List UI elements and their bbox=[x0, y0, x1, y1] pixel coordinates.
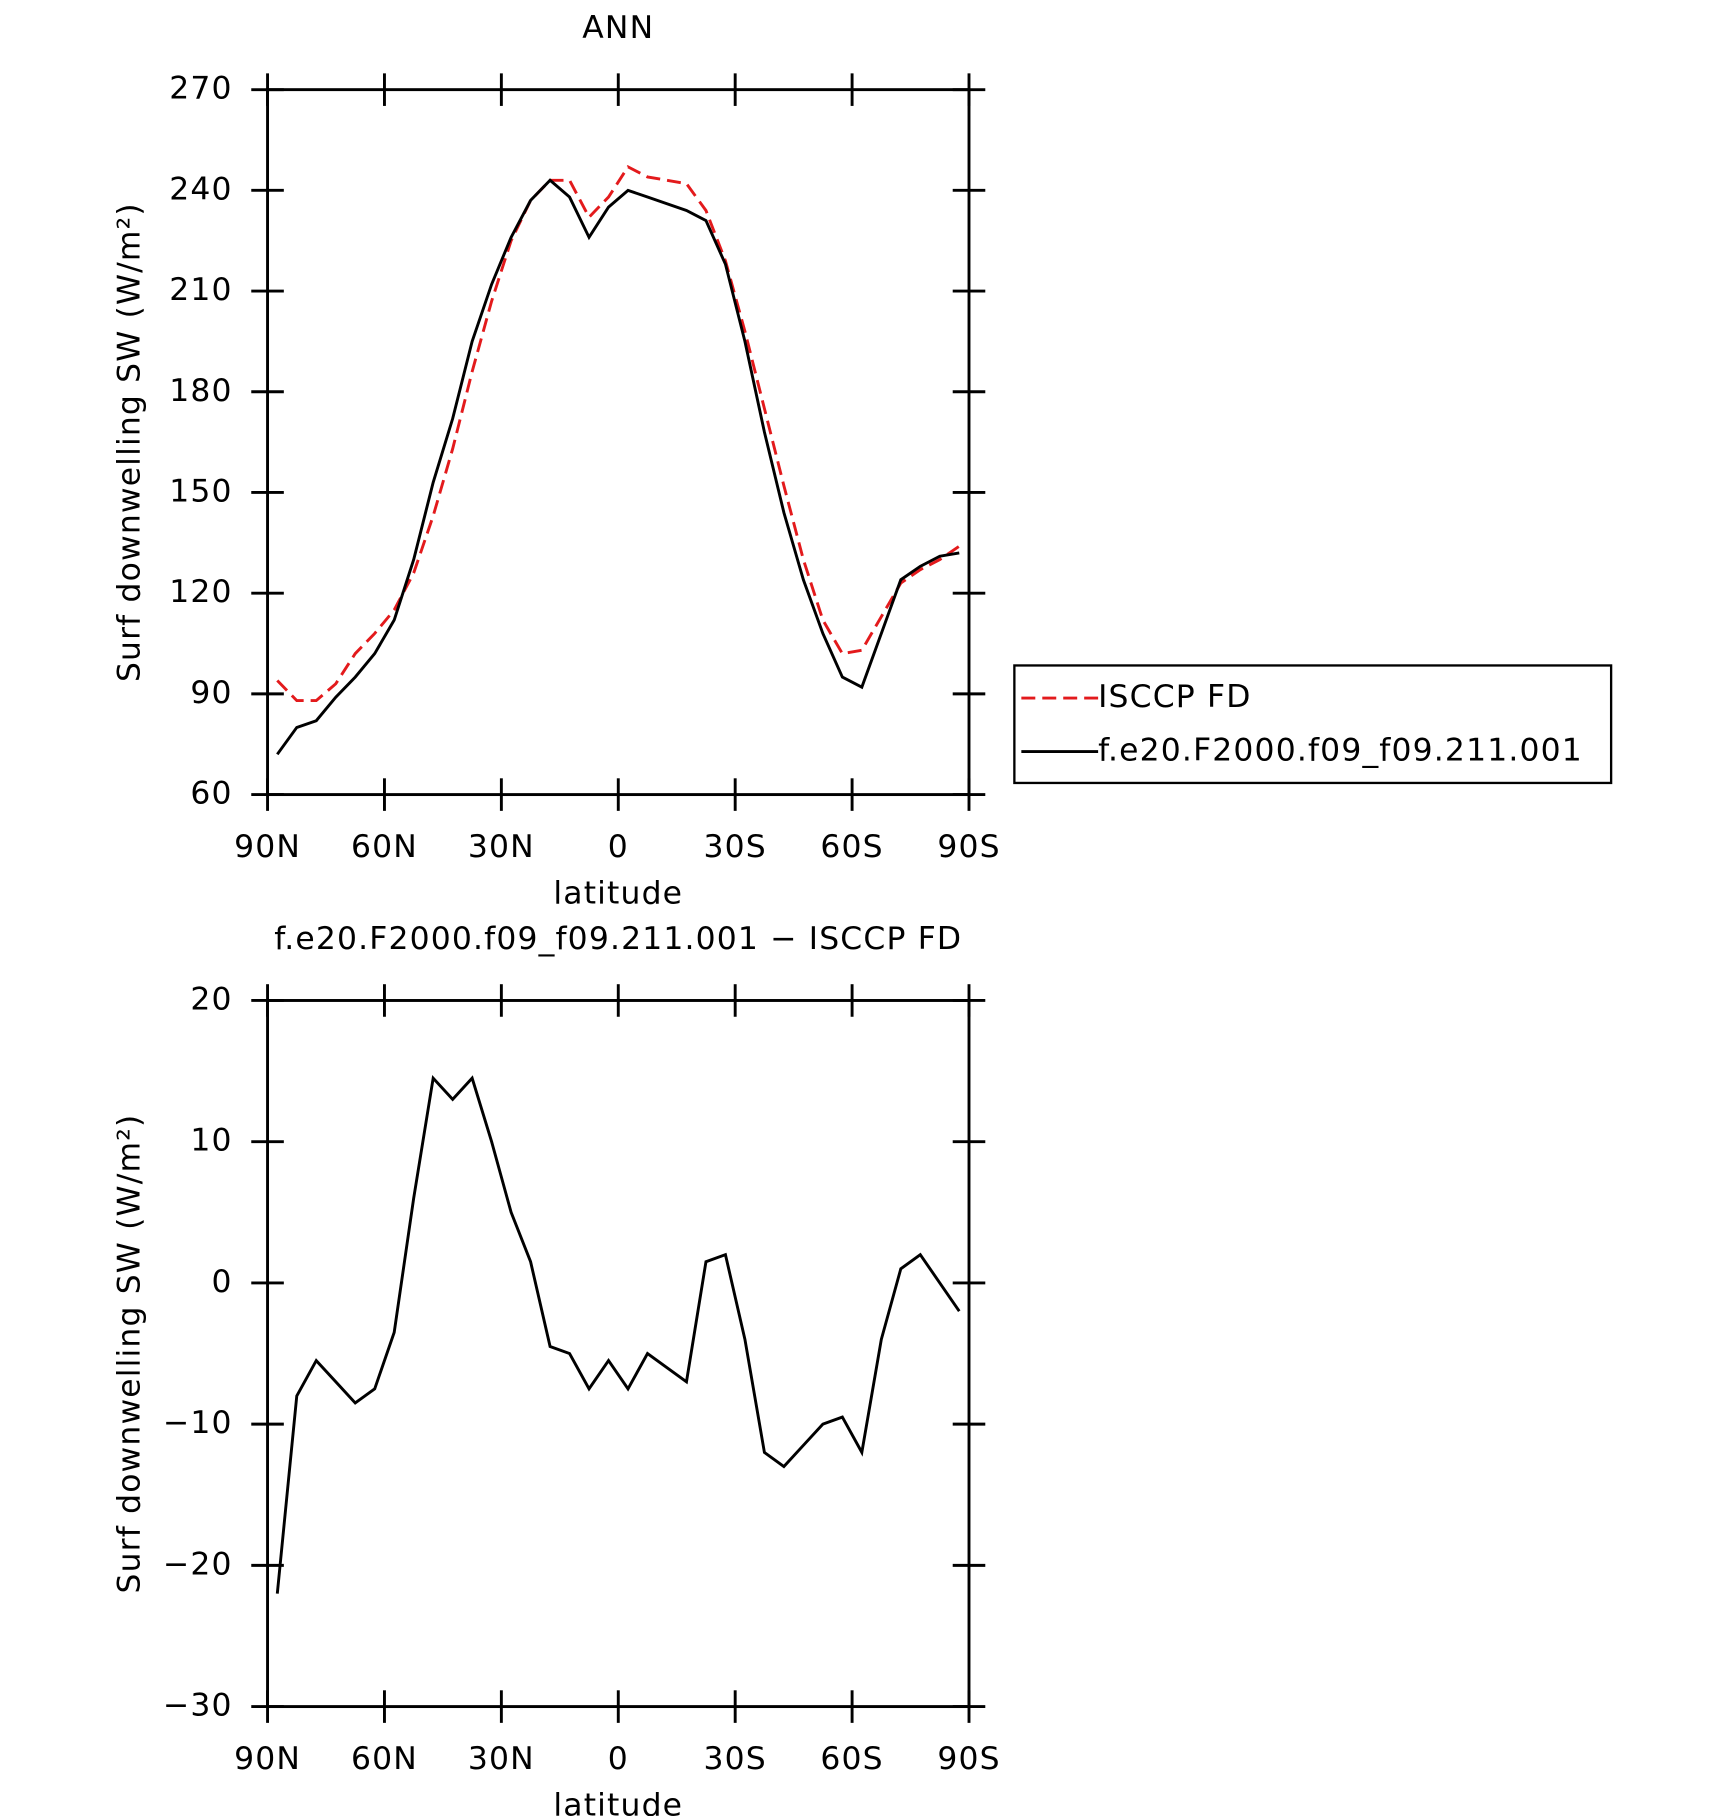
y-tick-label: 180 bbox=[169, 373, 232, 409]
y-tick-label: 20 bbox=[190, 981, 232, 1017]
x-tick-label: 90S bbox=[937, 829, 1000, 865]
x-tick-label: 60N bbox=[351, 1741, 418, 1777]
legend-box bbox=[1013, 664, 1613, 785]
y-tick-label: 240 bbox=[169, 171, 232, 207]
y-axis-label: Surf downwelling SW (W/m²) bbox=[111, 1114, 147, 1594]
x-tick-label: 0 bbox=[608, 1741, 629, 1777]
y-tick-label: −20 bbox=[163, 1546, 233, 1582]
y-tick-label: 60 bbox=[190, 776, 232, 812]
x-axis-label: latitude bbox=[553, 1788, 683, 1816]
y-tick-label: 120 bbox=[169, 574, 232, 610]
data-line bbox=[275, 1074, 961, 1594]
plot-frame bbox=[266, 88, 971, 797]
y-tick-label: −10 bbox=[163, 1405, 233, 1441]
y-tick-label: 270 bbox=[169, 71, 232, 107]
chart-title: f.e20.F2000.f09_f09.211.001 − ISCCP FD bbox=[274, 921, 962, 957]
chart-title: ANN bbox=[582, 10, 654, 46]
y-axis-label: Surf downwelling SW (W/m²) bbox=[111, 202, 147, 682]
x-tick-label: 30N bbox=[468, 1741, 535, 1777]
x-tick-label: 30N bbox=[468, 829, 535, 865]
y-tick-label: 0 bbox=[212, 1264, 233, 1300]
y-tick-label: 90 bbox=[190, 675, 232, 711]
y-tick-label: 210 bbox=[169, 272, 232, 308]
x-tick-label: 60N bbox=[351, 829, 418, 865]
x-axis-label: latitude bbox=[553, 876, 683, 912]
y-tick-label: 10 bbox=[190, 1123, 232, 1159]
y-tick-label: 150 bbox=[169, 473, 232, 509]
plot-frame bbox=[266, 999, 971, 1709]
x-tick-label: 30S bbox=[704, 1741, 767, 1777]
x-tick-label: 0 bbox=[608, 829, 629, 865]
x-tick-label: 30S bbox=[704, 829, 767, 865]
data-line bbox=[276, 178, 960, 756]
x-tick-label: 60S bbox=[820, 1741, 883, 1777]
legend-label: f.e20.F2000.f09_f09.211.001 bbox=[1098, 733, 1583, 769]
x-tick-label: 90N bbox=[234, 1741, 301, 1777]
x-tick-label: 60S bbox=[820, 829, 883, 865]
data-line bbox=[276, 164, 961, 703]
x-tick-label: 90N bbox=[234, 829, 301, 865]
legend-label: ISCCP FD bbox=[1098, 679, 1251, 715]
x-tick-label: 90S bbox=[937, 1741, 1000, 1777]
y-tick-label: −30 bbox=[163, 1688, 233, 1724]
